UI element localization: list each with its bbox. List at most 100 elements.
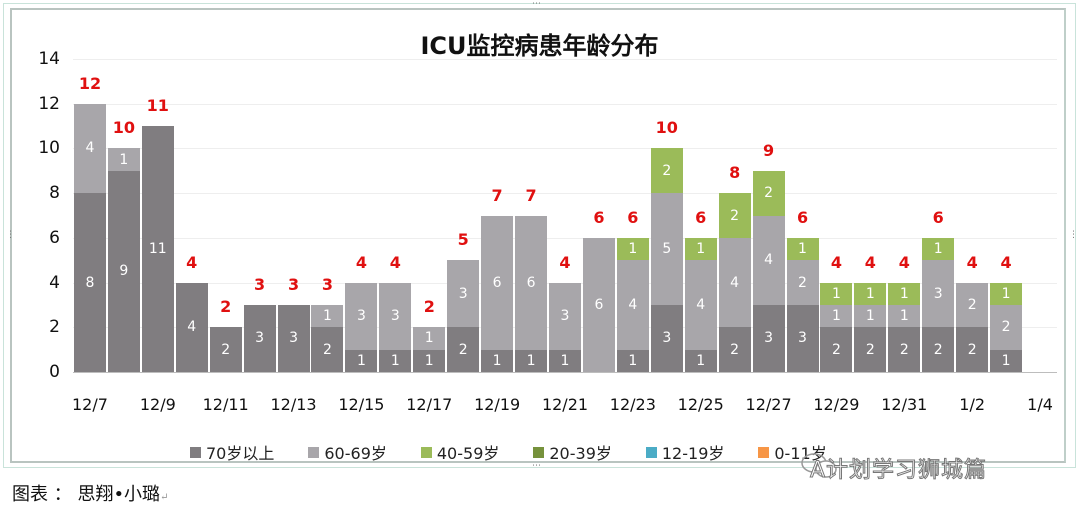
resize-handle-left[interactable]: ⋮ <box>6 230 15 240</box>
bar-12-13[interactable]: 3 <box>277 304 310 372</box>
x-tick-label: 12/17 <box>406 395 453 414</box>
total-label: 10 <box>112 118 136 138</box>
bar-12-9[interactable]: 11 <box>141 126 174 372</box>
total-label: 6 <box>932 207 944 227</box>
y-tick-label: 8 <box>49 183 60 204</box>
bar-segment: 4 <box>684 260 717 350</box>
x-tick-label: 12/11 <box>202 395 249 414</box>
bar-segment: 1 <box>820 304 853 328</box>
bar-segment: 2 <box>752 170 785 216</box>
bar-segment: 2 <box>854 327 887 372</box>
bar-segment: 1 <box>481 349 514 372</box>
legend-label: 40-59岁 <box>436 444 500 463</box>
gridline <box>73 103 1057 105</box>
resize-handle-right[interactable]: ⋮ <box>1069 230 1078 240</box>
legend-item[interactable]: 40-59岁 <box>420 440 500 464</box>
bar-segment: 1 <box>549 349 581 372</box>
chart-title: ICU监控病患年龄分布 <box>420 32 659 60</box>
total-label: 6 <box>796 207 809 227</box>
plot-area: 8 4 12 9 1 10 11 11 4 4 2 2 3 3 3 3 2 1 3 1 3 4 1 3 4 1 1 2 2 3 5 1 6 7 1 6… <box>73 59 1057 373</box>
bar-segment: 3 <box>379 282 412 350</box>
bar-segment: 6 <box>481 215 514 350</box>
y-tick-label: 4 <box>49 272 60 293</box>
total-label: 2 <box>423 297 435 317</box>
total-label: 7 <box>491 185 503 205</box>
legend-swatch-icon <box>190 446 201 458</box>
legend-label: 70岁以上 <box>206 444 275 463</box>
bar-segment: 2 <box>990 304 1023 350</box>
total-label: 4 <box>966 252 978 272</box>
legend-item[interactable]: 70岁以上 <box>190 440 274 464</box>
bar-segment: 1 <box>990 349 1023 372</box>
total-label: 4 <box>864 252 876 272</box>
total-label: 4 <box>898 252 910 272</box>
bar-segment: 1 <box>820 282 853 305</box>
resize-handle-top[interactable]: ⋯ <box>532 0 541 9</box>
total-label: 12 <box>78 73 102 93</box>
bar-segment: 4 <box>175 282 208 372</box>
total-label: 6 <box>695 207 707 227</box>
legend-swatch-icon <box>758 446 770 458</box>
resize-handle-bottom[interactable]: ⋯ <box>532 461 541 471</box>
legend-item[interactable]: 0-11岁 <box>758 440 827 464</box>
total-label: 4 <box>830 252 842 272</box>
legend-label: 60-69岁 <box>324 444 387 463</box>
total-label: 11 <box>146 96 169 116</box>
y-tick-label: 2 <box>49 317 60 338</box>
chart-frame[interactable] <box>10 8 1066 463</box>
legend-swatch-icon <box>645 446 657 458</box>
caption-text: 图表 ： 思翔•小璐 <box>12 484 161 505</box>
x-tick-label: 12/13 <box>270 395 317 414</box>
total-label: 3 <box>254 274 266 294</box>
bar-12-22[interactable]: 6 <box>582 237 615 372</box>
bar-segment: 1 <box>684 237 717 261</box>
total-label: 4 <box>559 252 571 272</box>
bar-segment: 1 <box>345 349 378 372</box>
legend-item[interactable]: 20-39岁 <box>533 440 612 464</box>
bar-segment: 11 <box>141 126 174 372</box>
total-label: 3 <box>287 274 300 294</box>
bar-segment: 4 <box>73 103 106 194</box>
bar-12-10[interactable]: 4 <box>175 282 208 372</box>
x-tick-label: 1/2 <box>959 395 986 414</box>
bar-segment: 1 <box>786 237 819 261</box>
y-tick-label: 0 <box>49 362 60 382</box>
legend-item[interactable]: 12-19岁 <box>645 440 724 464</box>
total-label: 10 <box>655 118 678 138</box>
bar-12-11[interactable]: 2 <box>209 327 242 372</box>
legend-item[interactable]: 60-69岁 <box>308 440 387 464</box>
bar-segment: 3 <box>345 282 378 350</box>
bar-segment: 1 <box>413 327 446 350</box>
bar-12-12[interactable]: 3 <box>243 304 276 372</box>
bar-segment: 9 <box>107 170 140 372</box>
bar-segment: 1 <box>107 148 140 171</box>
legend-swatch-icon <box>533 446 545 458</box>
x-tick-label: 12/29 <box>813 395 860 414</box>
bar-segment: 3 <box>243 304 276 372</box>
x-tick-label: 12/7 <box>71 395 108 414</box>
bar-segment: 2 <box>311 327 344 372</box>
paragraph-mark-icon: ↵ <box>160 492 169 503</box>
